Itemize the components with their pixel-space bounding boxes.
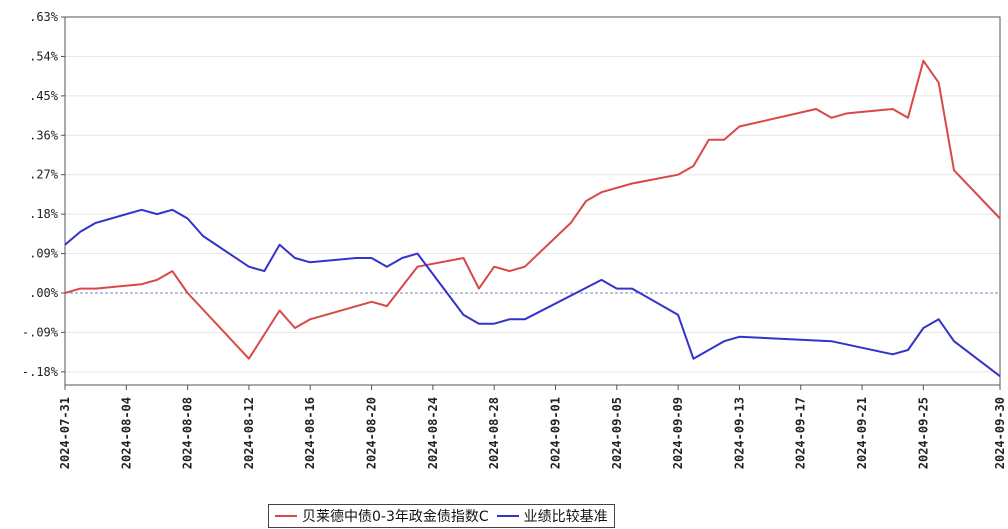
y-tick-label: .18% xyxy=(29,207,59,221)
legend-label-fund: 贝莱德中债0-3年政金债指数C xyxy=(302,509,489,525)
y-tick-label: .00% xyxy=(29,286,59,300)
x-tick-label: 2024-09-01 xyxy=(548,397,562,469)
legend-swatch-benchmark xyxy=(496,515,519,517)
series-line-fund xyxy=(64,59,1001,360)
x-tick-label: 2024-08-20 xyxy=(365,397,379,469)
y-tick-label: .09% xyxy=(29,247,59,261)
x-tick-label: 2024-07-31 xyxy=(58,397,72,469)
y-tick-label: .45% xyxy=(29,89,59,103)
x-tick-label: 2024-08-16 xyxy=(303,397,317,469)
x-tick-label: 2024-08-12 xyxy=(242,397,256,469)
y-tick-label: -.09% xyxy=(22,325,59,339)
legend-swatch-fund xyxy=(275,515,297,517)
x-tick-label: 2024-09-25 xyxy=(916,397,930,469)
x-tick-label: 2024-09-30 xyxy=(993,397,1007,469)
y-tick-label: .54% xyxy=(29,49,59,63)
x-tick-label: 2024-09-17 xyxy=(794,397,808,469)
y-tick-label: .27% xyxy=(29,168,59,182)
legend-item-fund: 贝莱德中债0-3年政金债指数C xyxy=(275,506,489,526)
y-tick-label: .63% xyxy=(29,10,59,24)
legend-item-benchmark: 业绩比较基准 xyxy=(496,506,608,526)
y-axis: .63% .54% .45% .36% .27% .18% .09% .00% -.09% -.1… xyxy=(22,10,65,379)
x-tick-label: 2024-09-13 xyxy=(732,397,746,469)
x-tick-label: 2024-08-24 xyxy=(426,397,440,469)
y-tick-label: .36% xyxy=(29,128,59,142)
x-tick-label: 2024-09-21 xyxy=(855,397,869,469)
x-tick-label: 2024-09-09 xyxy=(671,397,685,469)
grid-lines xyxy=(65,16,1000,373)
x-tick-label: 2024-08-28 xyxy=(487,397,501,469)
x-tick-label: 2024-08-08 xyxy=(181,397,195,469)
series-lines xyxy=(64,59,1001,377)
x-tick-label: 2024-09-05 xyxy=(610,397,624,469)
plot-area xyxy=(64,16,1001,386)
legend: 贝莱德中债0-3年政金债指数C 业绩比较基准 xyxy=(268,504,615,528)
series-line-benchmark xyxy=(64,208,1001,377)
legend-label-benchmark: 业绩比较基准 xyxy=(523,509,608,525)
x-axis: 2024-07-31 2024-08-04 2024-08-08 2024-08-12… xyxy=(58,385,1007,469)
x-tick-label: 2024-08-04 xyxy=(119,397,133,469)
y-tick-label: -.18% xyxy=(22,365,59,379)
